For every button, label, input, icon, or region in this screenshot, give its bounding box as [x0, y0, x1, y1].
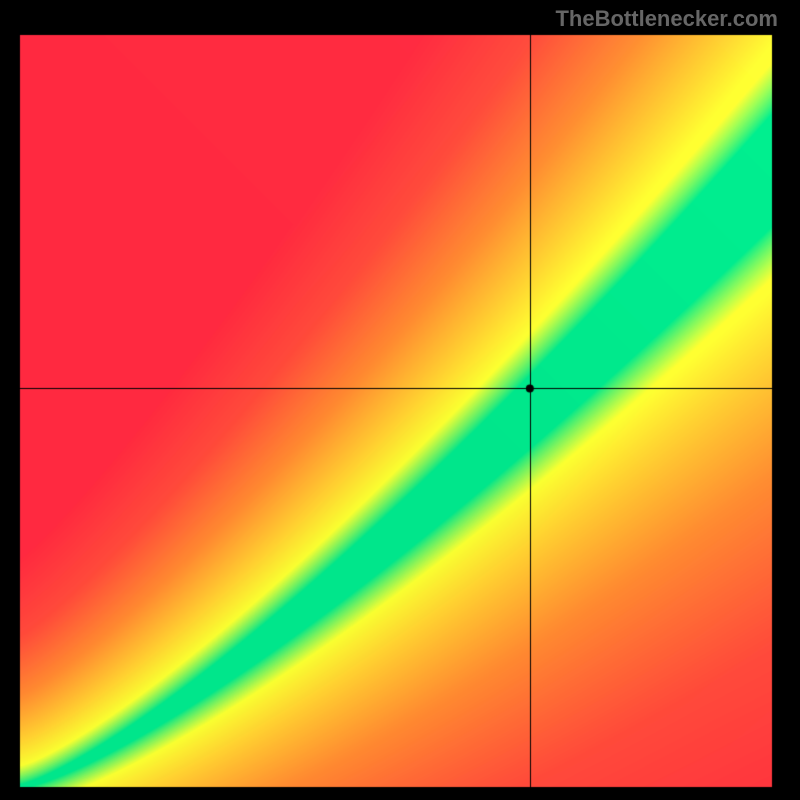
watermark-text: TheBottlenecker.com [555, 6, 778, 32]
heatmap-canvas [0, 0, 800, 800]
